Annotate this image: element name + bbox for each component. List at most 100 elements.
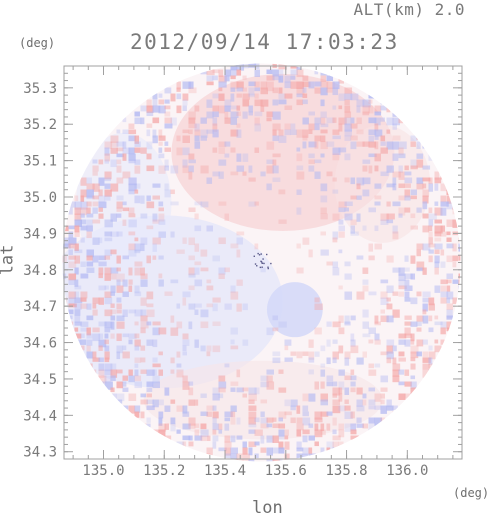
field-cell [308, 351, 315, 360]
field-cell [422, 165, 431, 170]
field-cell [368, 405, 376, 410]
field-cell [182, 423, 191, 430]
field-cell [194, 141, 201, 149]
field-cell [86, 219, 93, 227]
field-cell [446, 303, 453, 310]
field-cell [188, 165, 194, 173]
field-cell [248, 201, 257, 207]
field-cell [134, 291, 142, 297]
field-cell [242, 153, 249, 162]
field-cell [254, 111, 263, 117]
field-cell [278, 69, 284, 76]
field-cell [344, 123, 353, 132]
field-cell [80, 273, 89, 279]
field-cell [80, 297, 87, 302]
field-cell [446, 189, 451, 196]
field-cell [128, 177, 137, 186]
field-cell [128, 207, 135, 214]
field-cell [86, 261, 94, 267]
field-cell [80, 261, 86, 267]
field-cell [164, 141, 169, 146]
field-cell [266, 183, 272, 191]
field-cell [98, 195, 106, 203]
field-cell [416, 267, 424, 272]
field-cell [68, 321, 74, 326]
field-cell [128, 339, 133, 345]
field-cell [338, 93, 346, 101]
field-cell [254, 387, 260, 395]
field-cell [314, 87, 322, 94]
field-cell [146, 369, 155, 376]
field-cell [320, 69, 328, 76]
field-cell [104, 339, 109, 345]
field-cell [116, 279, 121, 286]
field-cell [428, 243, 436, 248]
field-cell [326, 357, 331, 365]
field-cell [92, 165, 99, 172]
field-cell [86, 315, 94, 321]
field-cell [152, 135, 158, 144]
field-cell [98, 261, 107, 267]
field-cell [260, 447, 267, 453]
field-cell [152, 213, 158, 222]
field-cell [218, 393, 224, 399]
field-cell [260, 87, 269, 95]
field-cell [410, 345, 419, 354]
field-cell [74, 249, 83, 254]
field-cell [134, 111, 140, 117]
field-cell [188, 255, 195, 261]
field-cell [422, 225, 430, 233]
field-cell [320, 381, 325, 389]
field-cell [164, 147, 172, 152]
field-cell [98, 321, 107, 327]
field-cell [182, 339, 190, 347]
field-cell [368, 93, 376, 99]
field-cell [368, 165, 373, 174]
field-cell [260, 375, 269, 381]
field-cell [344, 273, 352, 280]
field-cell [320, 399, 329, 406]
field-cell [350, 315, 356, 321]
field-cell [182, 405, 188, 414]
field-cell [164, 111, 171, 117]
field-cell [230, 285, 236, 293]
field-cell [314, 141, 319, 149]
field-cell [302, 117, 309, 125]
field-cell [332, 321, 341, 328]
field-cell [320, 111, 327, 119]
field-cell [92, 183, 100, 192]
field-cell [278, 135, 287, 143]
field-cell [404, 315, 412, 320]
field-cell [104, 177, 111, 182]
field-cell [242, 441, 247, 449]
field-cell [146, 255, 151, 264]
field-cell [350, 219, 357, 226]
field-cell [278, 429, 285, 437]
field-cell [374, 321, 381, 326]
field-cell [386, 405, 394, 411]
x-tick-label: 135.8 [325, 463, 367, 479]
field-cell [80, 321, 89, 327]
field-cell [194, 213, 199, 220]
y-tick-label: 34.7 [23, 299, 57, 315]
field-cell [290, 351, 297, 356]
field-cell [122, 351, 130, 359]
field-cell [80, 345, 85, 351]
field-cell [272, 177, 281, 182]
field-cell [128, 369, 133, 376]
field-cell [368, 363, 374, 369]
field-cell [326, 261, 333, 266]
field-cell [116, 285, 124, 293]
field-cell [104, 333, 109, 339]
field-cell [416, 207, 422, 213]
field-cell [266, 423, 273, 428]
field-cell [308, 159, 315, 164]
field-cell [80, 213, 85, 218]
field-cell [140, 357, 146, 363]
tick-labels: 135.0 135.2 135.4 135.6 135.8 136.0 34.3 34.4 34… [23, 81, 428, 479]
field-cell [116, 195, 124, 201]
field-cell [98, 213, 104, 219]
field-cell [206, 129, 214, 134]
field-cell [86, 249, 95, 258]
field-cell [440, 291, 449, 298]
